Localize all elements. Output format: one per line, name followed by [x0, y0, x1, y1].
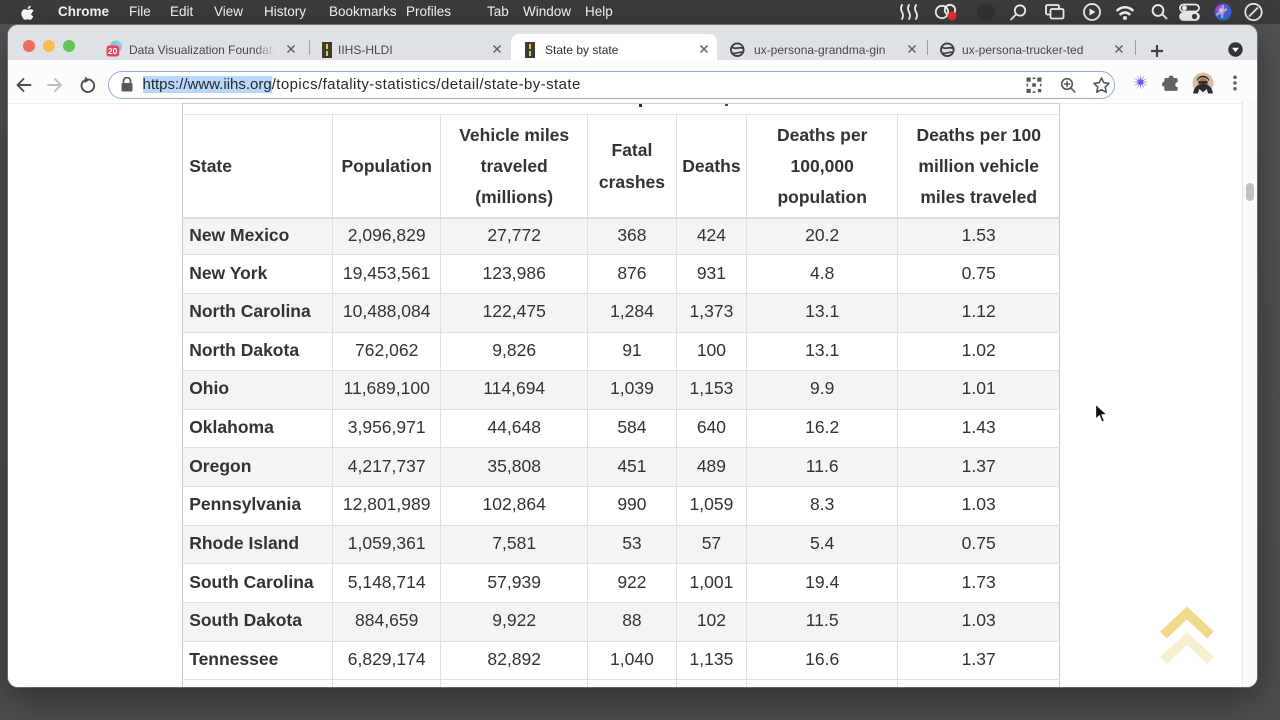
- svg-text:20: 20: [108, 46, 118, 56]
